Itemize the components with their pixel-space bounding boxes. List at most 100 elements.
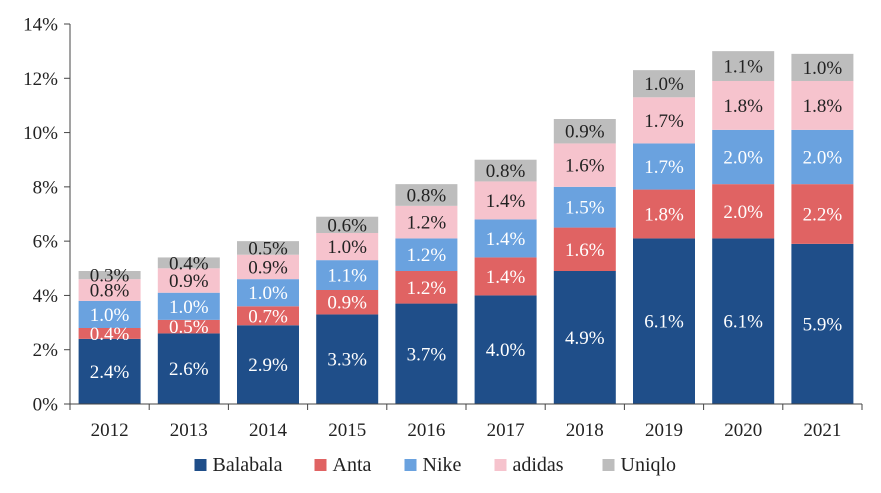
bar-adidas-2020 [712, 81, 775, 130]
x-tick-label-2013: 2013 [170, 420, 208, 441]
legend-swatch-anta [314, 459, 327, 471]
bar-adidas-2021 [791, 81, 854, 130]
bar-anta-2012 [78, 328, 141, 339]
data-label-balabala-2012: 2.4% [90, 362, 130, 383]
data-label-adidas-2013: 0.9% [169, 271, 209, 292]
data-label-balabala-2016: 3.7% [407, 344, 447, 365]
data-label-nike-2016: 1.2% [407, 245, 447, 266]
bar-uniqlo-2017 [474, 159, 537, 182]
data-label-uniqlo-2012: 0.3% [90, 266, 130, 287]
bar-anta-2020 [712, 184, 775, 239]
x-tick-label-2015: 2015 [328, 420, 366, 441]
data-label-uniqlo-2014: 0.5% [248, 238, 288, 259]
data-label-adidas-2016: 1.2% [407, 213, 447, 234]
bar-nike-2018 [553, 186, 616, 228]
bar-uniqlo-2014 [237, 241, 299, 255]
bar-uniqlo-2016 [395, 184, 458, 206]
y-tick-label-1: 2% [33, 340, 59, 361]
data-label-uniqlo-2020: 1.1% [723, 57, 763, 78]
bar-balabala-2018 [553, 271, 616, 404]
y-tick-label-2: 4% [33, 286, 59, 307]
bar-anta-2021 [791, 184, 854, 244]
bar-anta-2017 [474, 257, 537, 296]
bar-anta-2015 [316, 290, 379, 315]
bar-anta-2013 [157, 319, 220, 334]
data-label-nike-2012: 1.0% [90, 305, 130, 326]
bar-adidas-2015 [316, 233, 379, 261]
bar-uniqlo-2018 [553, 119, 616, 144]
data-label-nike-2019: 1.7% [644, 157, 684, 178]
legend-swatch-balabala [194, 459, 207, 471]
bar-uniqlo-2013 [157, 257, 220, 269]
data-label-nike-2015: 1.1% [327, 266, 367, 287]
data-label-balabala-2021: 5.9% [803, 314, 843, 335]
bar-balabala-2020 [712, 238, 775, 404]
bar-adidas-2018 [553, 143, 616, 187]
data-label-nike-2013: 1.0% [169, 297, 209, 318]
bar-adidas-2013 [157, 268, 220, 293]
legend-label-balabala: Balabala [213, 454, 283, 476]
data-label-uniqlo-2019: 1.0% [644, 74, 684, 95]
bar-adidas-2017 [474, 181, 537, 220]
data-label-adidas-2018: 1.6% [565, 156, 605, 177]
legend-label-nike: Nike [423, 454, 462, 476]
data-label-anta-2017: 1.4% [486, 267, 526, 288]
axes-layer: 2012 2013 2014 2015 2016 2017 2018 2019 2020 2021… [23, 15, 863, 441]
x-tick-label-2019: 2019 [645, 420, 683, 441]
bar-nike-2015 [316, 260, 379, 290]
legend-label-uniqlo: Uniqlo [621, 454, 677, 476]
data-label-balabala-2018: 4.9% [565, 328, 605, 349]
data-label-adidas-2017: 1.4% [486, 191, 526, 212]
bar-balabala-2014 [237, 325, 299, 404]
bar-balabala-2012 [78, 338, 141, 404]
x-tick-label-2021: 2021 [803, 420, 841, 441]
bar-anta-2018 [553, 227, 616, 271]
data-label-anta-2019: 1.8% [644, 205, 684, 226]
bar-balabala-2017 [474, 295, 537, 404]
data-label-uniqlo-2016: 0.8% [407, 186, 447, 207]
data-label-uniqlo-2013: 0.4% [169, 253, 209, 274]
bar-nike-2021 [791, 129, 854, 185]
data-label-adidas-2015: 1.0% [327, 237, 367, 258]
data-label-anta-2015: 0.9% [327, 293, 367, 314]
data-label-adidas-2014: 0.9% [248, 257, 288, 278]
bar-nike-2016 [395, 238, 458, 271]
data-label-anta-2016: 1.2% [407, 278, 447, 299]
data-label-uniqlo-2015: 0.6% [327, 215, 367, 236]
data-label-anta-2013: 0.5% [169, 317, 209, 338]
data-label-balabala-2020: 6.1% [723, 312, 763, 333]
data-label-nike-2017: 1.4% [486, 229, 526, 250]
data-label-nike-2014: 1.0% [248, 283, 288, 304]
y-tick-label-3: 6% [33, 232, 59, 253]
data-label-anta-2018: 1.6% [565, 240, 605, 261]
bar-balabala-2013 [157, 333, 220, 404]
bar-balabala-2019 [633, 238, 695, 404]
y-tick-label-7: 14% [23, 15, 58, 36]
data-label-nike-2018: 1.5% [565, 198, 605, 219]
legend-swatch-uniqlo [602, 459, 615, 471]
data-label-adidas-2012: 0.8% [90, 281, 130, 302]
bar-anta-2019 [633, 189, 695, 239]
data-label-uniqlo-2018: 0.9% [565, 122, 605, 143]
bar-adidas-2016 [395, 205, 458, 239]
data-label-anta-2014: 0.7% [248, 306, 288, 327]
y-tick-label-5: 10% [23, 123, 58, 144]
bar-balabala-2016 [395, 303, 458, 404]
bar-uniqlo-2019 [633, 70, 695, 98]
bar-adidas-2014 [237, 254, 299, 280]
x-tick-label-2014: 2014 [249, 420, 288, 441]
bar-adidas-2019 [633, 97, 695, 144]
legend-label-anta: Anta [333, 454, 372, 476]
legend-label-adidas: adidas [513, 454, 564, 476]
data-label-balabala-2019: 6.1% [644, 312, 684, 333]
y-tick-label-6: 12% [23, 69, 58, 90]
y-tick-label-0: 0% [33, 395, 59, 416]
x-tick-label-2020: 2020 [724, 420, 762, 441]
data-label-balabala-2014: 2.9% [248, 355, 288, 376]
bar-uniqlo-2012 [78, 271, 141, 280]
bar-nike-2012 [78, 300, 141, 328]
bar-nike-2020 [712, 129, 775, 185]
legend: Balabala Anta Nike adidas Uniqlo [194, 454, 677, 476]
y-tick-label-4: 8% [33, 177, 59, 198]
